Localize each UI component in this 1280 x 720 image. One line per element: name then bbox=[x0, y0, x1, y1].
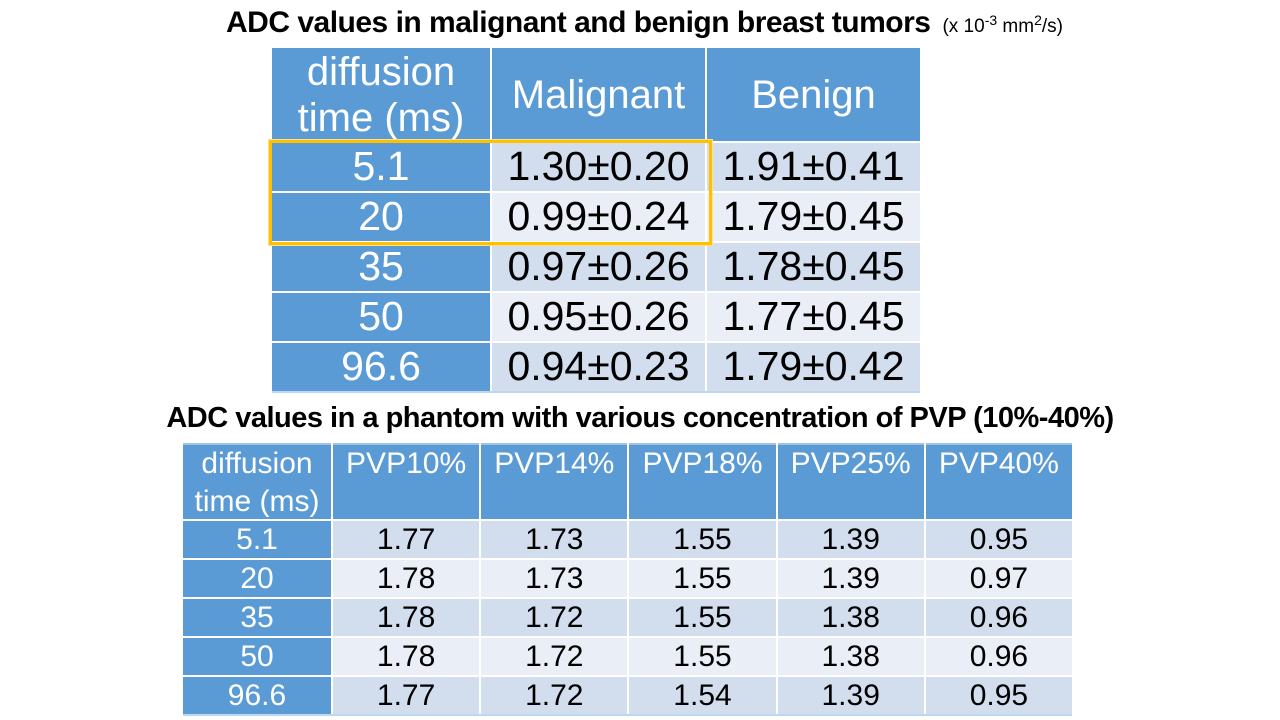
t1-time-cell: 20 bbox=[272, 193, 490, 241]
adc-unit-label: (x 10-3 mm2/s) bbox=[942, 12, 1063, 38]
phantom-adc-table: diffusion time (ms) PVP10% PVP14% PVP18%… bbox=[183, 443, 1072, 716]
t1-benign-cell: 1.79±0.45 bbox=[707, 193, 920, 241]
t2-time-cell: 96.6 bbox=[183, 677, 331, 714]
tumor-adc-table: diffusion time (ms) Malignant Benign 5.1… bbox=[272, 48, 920, 393]
t2-value-cell: 1.73 bbox=[481, 521, 628, 558]
t1-time-cell: 5.1 bbox=[272, 143, 490, 191]
t2-time-cell: 50 bbox=[183, 638, 331, 675]
t2-value-cell: 0.95 bbox=[925, 521, 1072, 558]
t2-time-cell: 35 bbox=[183, 599, 331, 636]
t1-time-cell: 35 bbox=[272, 243, 490, 291]
t2-value-cell: 1.72 bbox=[481, 638, 628, 675]
tumor-table-title: ADC values in malignant and benign breas… bbox=[226, 6, 931, 39]
t1-malignant-cell: 1.30±0.20 bbox=[492, 143, 705, 191]
t1-benign-cell: 1.78±0.45 bbox=[707, 243, 920, 291]
unit-exponent-minus3: -3 bbox=[984, 12, 998, 28]
unit-exponent-2: 2 bbox=[1034, 12, 1042, 28]
t1-benign-cell: 1.77±0.45 bbox=[707, 293, 920, 341]
t1-benign-cell: 1.91±0.41 bbox=[707, 143, 920, 191]
t2-header-pvp40: PVP40% bbox=[925, 443, 1072, 519]
t1-header-benign: Benign bbox=[707, 48, 920, 141]
t2-value-cell: 1.55 bbox=[629, 638, 776, 675]
t2-value-cell: 0.96 bbox=[925, 599, 1072, 636]
t2-value-cell: 1.77 bbox=[333, 677, 480, 714]
t2-value-cell: 0.95 bbox=[925, 677, 1072, 714]
t2-value-cell: 1.39 bbox=[777, 521, 924, 558]
tumor-table-title-row: ADC values in malignant and benign breas… bbox=[226, 6, 1063, 40]
t2-value-cell: 1.55 bbox=[629, 521, 776, 558]
t2-value-cell: 1.72 bbox=[481, 677, 628, 714]
t1-malignant-cell: 0.95±0.26 bbox=[492, 293, 705, 341]
unit-suffix: /s) bbox=[1041, 16, 1063, 37]
t2-value-cell: 1.78 bbox=[333, 599, 480, 636]
t2-value-cell: 1.55 bbox=[629, 560, 776, 597]
t2-header-pvp18: PVP18% bbox=[629, 443, 776, 519]
t2-header-pvp25: PVP25% bbox=[777, 443, 924, 519]
t1-time-cell: 96.6 bbox=[272, 343, 490, 391]
t1-malignant-cell: 0.99±0.24 bbox=[492, 193, 705, 241]
t1-malignant-cell: 0.94±0.23 bbox=[492, 343, 705, 391]
phantom-table-title: ADC values in a phantom with various con… bbox=[166, 402, 1114, 434]
t2-value-cell: 1.77 bbox=[333, 521, 480, 558]
t2-header-pvp10: PVP10% bbox=[333, 443, 480, 519]
t2-header-diffusion-time: diffusion time (ms) bbox=[183, 443, 331, 519]
t2-value-cell: 1.38 bbox=[777, 638, 924, 675]
unit-mid: mm bbox=[997, 16, 1035, 37]
t2-time-cell: 20 bbox=[183, 560, 331, 597]
t1-time-cell: 50 bbox=[272, 293, 490, 341]
t2-value-cell: 0.96 bbox=[925, 638, 1072, 675]
t2-value-cell: 1.54 bbox=[629, 677, 776, 714]
t2-value-cell: 1.78 bbox=[333, 638, 480, 675]
t1-header-malignant: Malignant bbox=[492, 48, 705, 141]
t2-value-cell: 1.39 bbox=[777, 677, 924, 714]
t2-header-pvp14: PVP14% bbox=[481, 443, 628, 519]
t2-value-cell: 1.55 bbox=[629, 599, 776, 636]
t2-value-cell: 1.39 bbox=[777, 560, 924, 597]
t1-benign-cell: 1.79±0.42 bbox=[707, 343, 920, 391]
t2-value-cell: 0.97 bbox=[925, 560, 1072, 597]
t2-value-cell: 1.73 bbox=[481, 560, 628, 597]
unit-prefix: (x 10 bbox=[942, 16, 985, 37]
t2-value-cell: 1.72 bbox=[481, 599, 628, 636]
t2-value-cell: 1.38 bbox=[777, 599, 924, 636]
t2-value-cell: 1.78 bbox=[333, 560, 480, 597]
t1-malignant-cell: 0.97±0.26 bbox=[492, 243, 705, 291]
t1-header-diffusion-time: diffusion time (ms) bbox=[272, 48, 490, 141]
t2-time-cell: 5.1 bbox=[183, 521, 331, 558]
